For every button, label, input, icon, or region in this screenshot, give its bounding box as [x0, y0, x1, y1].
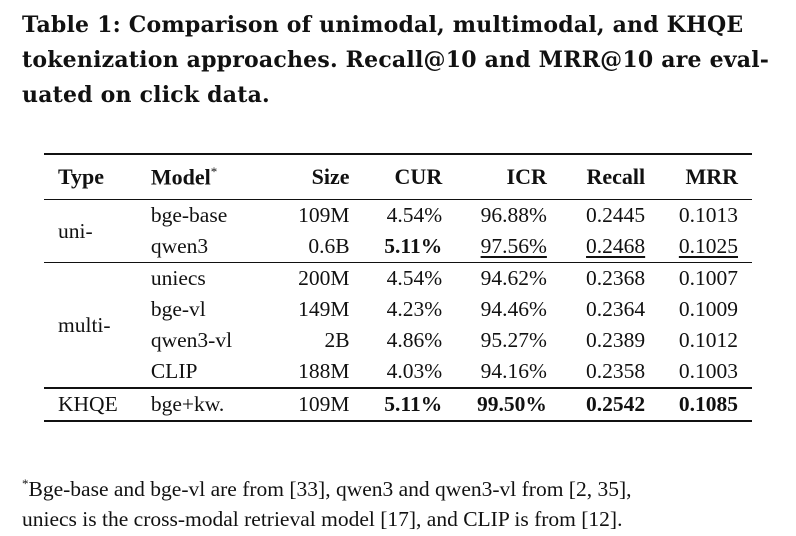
group-type-khqe: KHQE	[58, 392, 118, 416]
header-size: Size	[311, 164, 350, 189]
cell-size: 0.6B	[308, 234, 350, 258]
cell-model: uniecs	[150, 266, 206, 290]
cell-size: 2B	[324, 328, 350, 352]
footnote-line: uniecs is the cross-modal retrieval mode…	[22, 507, 623, 532]
cell-cur: 4.86%	[386, 328, 443, 352]
cell-recall: 0.2358	[586, 359, 646, 383]
cell-model: qwen3	[150, 234, 209, 258]
table-row: qwen3-vl 2B 4.86% 95.27% 0.2389 0.1012	[44, 325, 752, 356]
cell-size: 188M	[298, 359, 350, 383]
footnote-marker: *	[22, 476, 29, 491]
table-footnote: *Bge-base and bge-vl are from [33], qwen…	[22, 469, 782, 534]
table-row: uni- bge-base 109M 4.54% 96.88% 0.2445 0…	[44, 200, 752, 243]
cell-model: bge-base	[150, 203, 228, 227]
cell-icr: 94.16%	[480, 359, 547, 383]
cell-size: 109M	[298, 392, 350, 416]
cell-mrr: 0.1012	[678, 328, 738, 352]
cell-model: qwen3-vl	[150, 328, 233, 352]
table-row: bge-vl 149M 4.23% 94.46% 0.2364 0.1009	[44, 294, 752, 325]
cell-model: CLIP	[150, 359, 198, 383]
group-type-uni: uni-	[58, 218, 93, 243]
cell-icr: 96.88%	[480, 203, 547, 227]
cell-icr: 99.50%	[477, 392, 547, 416]
cell-cur: 5.11%	[384, 392, 443, 416]
cell-model: bge-vl	[150, 297, 206, 321]
cell-size: 200M	[298, 266, 350, 290]
header-recall: Recall	[586, 164, 646, 189]
cell-size: 109M	[298, 203, 350, 227]
cell-cur-wrap: 5.11%	[350, 231, 443, 263]
cell-size: 149M	[298, 297, 350, 321]
group-type-multi: multi-	[58, 312, 111, 337]
cell-icr-wrap: 97.56%	[442, 231, 547, 263]
cell-recall: 0.2468	[586, 234, 646, 258]
cell-recall: 0.2389	[586, 328, 646, 352]
cell-cur: 4.23%	[386, 297, 443, 321]
table-row: KHQE bge+kw. 109M 5.11% 99.50% 0.2542 0.…	[44, 388, 752, 421]
header-model-footnote-marker: *	[210, 163, 218, 179]
cell-icr: 95.27%	[480, 328, 547, 352]
cell-recall-wrap: 0.2468	[547, 231, 645, 263]
cell-recall: 0.2542	[586, 392, 646, 416]
cell-mrr: 0.1007	[678, 266, 738, 290]
header-model-label: Model	[150, 164, 211, 190]
table-row: multi- uniecs 200M 4.54% 94.62% 0.2368 0…	[44, 263, 752, 337]
cell-cur: 5.11%	[384, 234, 443, 258]
table-row: CLIP 188M 4.03% 94.16% 0.2358 0.1003	[44, 356, 752, 388]
cell-icr: 94.62%	[480, 266, 547, 290]
comparison-table: Type Model* Size CUR ICR Recall MRR uni-…	[44, 153, 752, 422]
caption-line: uated on click data.	[22, 82, 270, 108]
header-icr: ICR	[506, 164, 547, 189]
cell-mrr: 0.1013	[678, 203, 738, 227]
cell-recall: 0.2368	[586, 266, 646, 290]
cell-recall: 0.2445	[586, 203, 646, 227]
cell-mrr: 0.1009	[678, 297, 738, 321]
header-model: Model*	[151, 154, 277, 200]
cell-icr: 94.46%	[480, 297, 547, 321]
cell-recall: 0.2364	[586, 297, 646, 321]
cell-mrr: 0.1003	[678, 359, 738, 383]
header-cur: CUR	[394, 164, 443, 189]
cell-cur: 4.54%	[386, 203, 443, 227]
cell-cur: 4.03%	[386, 359, 443, 383]
footnote-line: *Bge-base and bge-vl are from [33], qwen…	[22, 469, 782, 504]
caption-line: Table 1: Comparison of unimodal, multimo…	[22, 12, 744, 38]
header-type: Type	[58, 164, 105, 189]
cell-mrr: 0.1025	[678, 234, 738, 258]
cell-mrr-wrap: 0.1025	[645, 231, 752, 263]
table-header-row: Type Model* Size CUR ICR Recall MRR	[44, 154, 752, 200]
cell-mrr: 0.1085	[678, 392, 738, 416]
footnote-text: Bge-base and bge-vl are from [33], qwen3…	[28, 477, 632, 502]
header-mrr: MRR	[685, 164, 738, 189]
cell-icr: 97.56%	[480, 234, 547, 258]
cell-model: bge+kw.	[150, 392, 225, 416]
caption-line: tokenization approaches. Recall@10 and M…	[22, 47, 770, 73]
table-caption: Table 1: Comparison of unimodal, multimo…	[22, 8, 782, 113]
cell-cur: 4.54%	[386, 266, 443, 290]
table-row: qwen3 0.6B 5.11% 97.56% 0.2468 0.1025	[44, 231, 752, 263]
